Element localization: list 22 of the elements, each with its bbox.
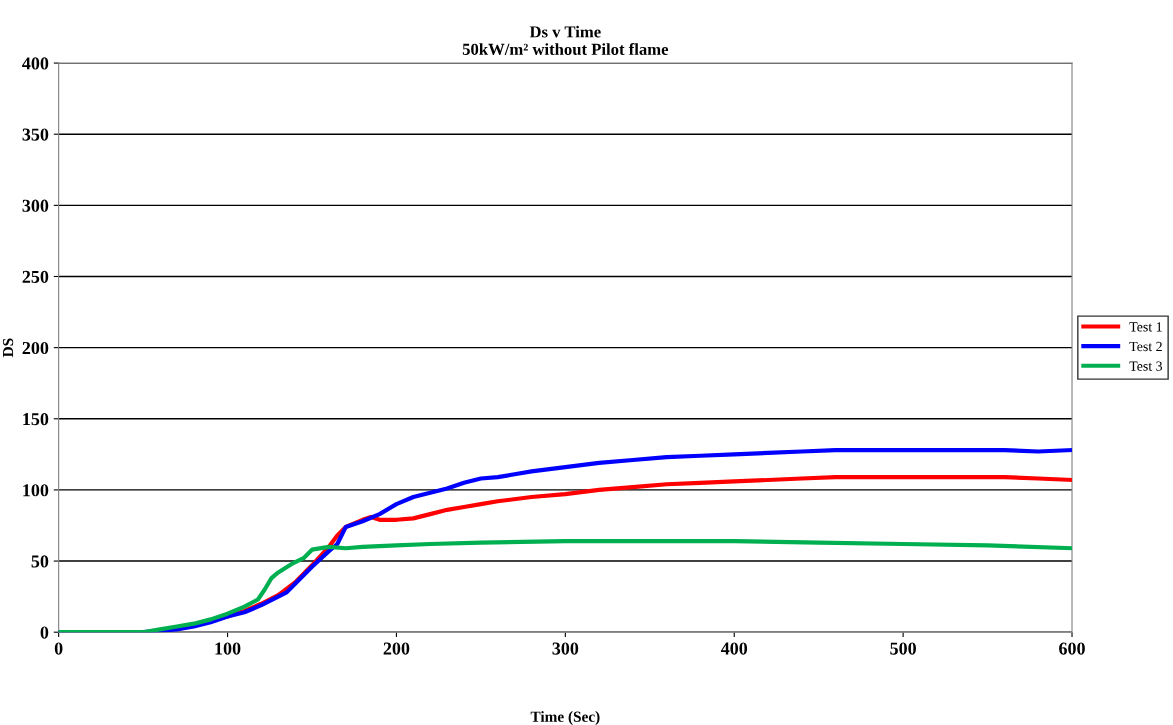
legend-label: Test 3 xyxy=(1129,361,1163,371)
x-tick-label: 300 xyxy=(552,642,579,655)
chart-title: Ds v Time 50kW/m² without Pilot flame xyxy=(462,25,669,55)
x-tick-label: 100 xyxy=(215,642,241,655)
y-tick-label: 100 xyxy=(23,484,49,497)
x-tick-label: 600 xyxy=(1059,642,1085,655)
y-tick-label: 400 xyxy=(22,57,49,70)
y-axis-title: DS xyxy=(2,338,14,358)
y-tick-label: 300 xyxy=(22,199,49,212)
y-tick-label: 200 xyxy=(22,341,49,355)
x-tick-label: 0 xyxy=(54,642,63,655)
y-tick-label: 50 xyxy=(31,555,49,568)
y-tick-label: 0 xyxy=(40,626,49,639)
legend-label: Test 1 xyxy=(1129,322,1162,332)
y-tick-label: 150 xyxy=(23,413,49,426)
x-axis-title: Time (Sec) xyxy=(530,711,600,725)
legend-label: Test 2 xyxy=(1129,341,1162,352)
x-tick-label: 200 xyxy=(383,642,410,655)
x-tick-label: 500 xyxy=(890,642,916,655)
x-tick-label: 400 xyxy=(720,642,748,655)
y-tick-label: 350 xyxy=(22,128,49,141)
y-tick-label: 250 xyxy=(22,270,49,283)
